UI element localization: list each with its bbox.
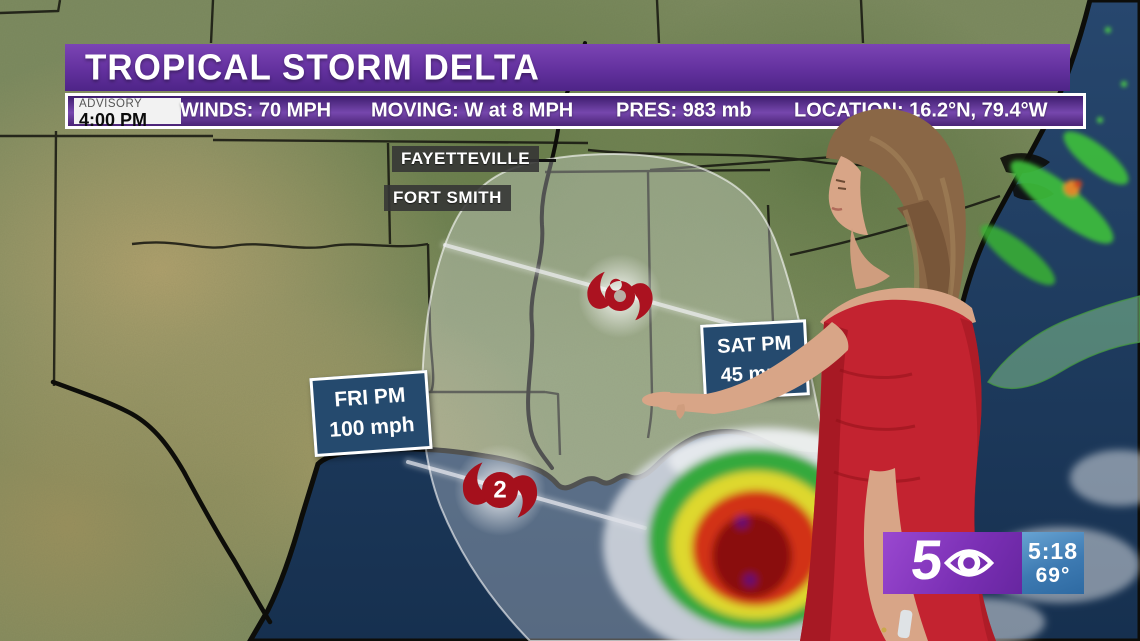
presenter-clicker xyxy=(897,609,913,639)
city-label-fayetteville: FAYETTEVILLE xyxy=(392,146,540,172)
dress-shading xyxy=(800,322,848,641)
advisory-time: 4:00 PM xyxy=(79,109,148,130)
category-2-label: 2 xyxy=(493,476,506,503)
storm-title-banner: TROPICAL STORM DELTA xyxy=(65,44,1070,91)
presenter-face xyxy=(828,156,868,235)
station-logo-box: 5 xyxy=(883,528,1022,594)
presenter-pointing-arm xyxy=(655,322,849,414)
tropical-storm-icon xyxy=(587,271,653,321)
current-time: 5:18 xyxy=(1027,537,1079,564)
channel-number: 5 xyxy=(908,528,946,591)
radar-light-green-area xyxy=(986,295,1140,390)
pointing-finger xyxy=(642,391,680,407)
cbs-eye-icon xyxy=(944,549,995,577)
presenter-eye xyxy=(835,179,847,190)
movement-stat: MOVING: W at 8 MPH xyxy=(371,99,574,122)
presenter-lips xyxy=(831,206,843,211)
presenter-ring xyxy=(881,627,887,633)
state-borders xyxy=(0,0,1001,456)
city-name: FORT SMITH xyxy=(393,188,502,207)
category-2-hurricane-icon: 2 xyxy=(462,462,538,518)
advisory-label: ADVISORY xyxy=(79,98,143,110)
pointing-thumb xyxy=(676,404,685,419)
storm-title: TROPICAL STORM DELTA xyxy=(85,46,540,88)
city-label-fort-smith: FORT SMITH xyxy=(384,185,511,211)
city-name: FAYETTEVILLE xyxy=(401,149,531,168)
current-temp: 69° xyxy=(1035,564,1071,588)
advisory-time-box: ADVISORY 4:00 PM xyxy=(74,98,181,129)
presenter-neck xyxy=(850,228,890,289)
winds-stat: WINDS: 70 MPH xyxy=(180,99,332,122)
pressure-stat: PRES: 983 mb xyxy=(616,99,752,122)
time-temp-box: 5:18 69° xyxy=(1022,532,1084,594)
radar-offshore-band xyxy=(980,27,1129,286)
